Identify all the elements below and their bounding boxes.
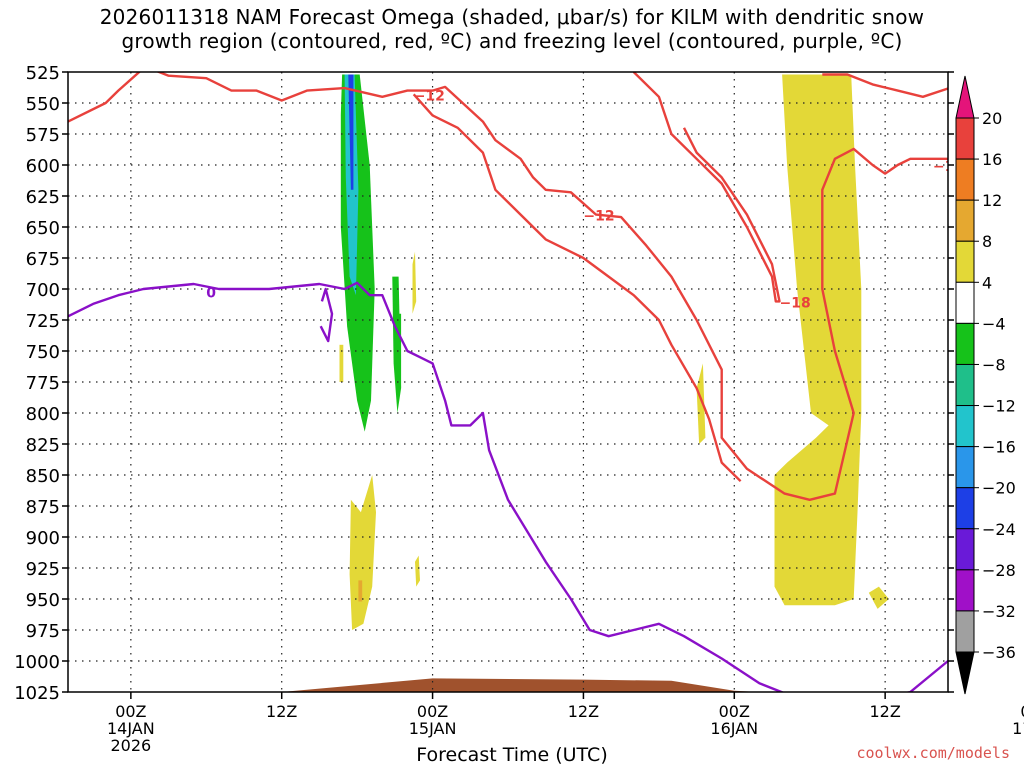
y-tick-label: 1025 [14, 683, 60, 704]
omega-descent-yellow-low-2 [415, 555, 420, 587]
dgz-lower-boundary [412, 93, 742, 483]
colorbar-bin [955, 281, 975, 324]
colorbar-bin [955, 363, 975, 407]
x-tick-label: 00Z [417, 702, 448, 721]
contour-layer: −12 −12 −18 −12 0 [68, 72, 964, 692]
terrain-layer [281, 678, 759, 692]
colorbar-label: −16 [982, 438, 1016, 457]
freezing-level [68, 281, 948, 692]
x-tick-label: 00Z [719, 702, 750, 721]
x-tick-label: 12Z [869, 702, 900, 721]
colorbar-bin [955, 446, 975, 489]
dgz-right-minus12 [822, 73, 948, 99]
x-tick-label: 16JAN [710, 719, 758, 738]
colorbar-label: −32 [982, 602, 1016, 621]
y-tick-label: 675 [26, 249, 60, 270]
colorbar-label: 8 [982, 232, 992, 251]
colorbar-label: 20 [982, 109, 1002, 128]
omega-ascent-blue-core [348, 74, 354, 190]
x-axis: 00Z14JAN202612Z00Z15JAN12Z00Z16JAN12Z00Z… [107, 692, 1024, 755]
y-tick-label: 975 [26, 621, 60, 642]
x-axis-title: Forecast Time (UTC) [416, 744, 608, 766]
dgz-upper-boundary [68, 72, 948, 501]
colorbar-label: −8 [982, 355, 1006, 374]
colorbar-under-triangle [955, 651, 975, 695]
omega-shading-layer [339, 74, 889, 630]
terrain-fill [281, 678, 759, 692]
colorbar-label: −36 [982, 643, 1016, 662]
colorbar-bin [955, 528, 975, 571]
freezing-level-label: 0 [206, 285, 216, 301]
y-tick-label: 575 [26, 125, 60, 146]
y-tick-label: 825 [26, 435, 60, 456]
omega-descent-yellow-blob-right [868, 586, 889, 609]
colorbar: 20 16 12 8 4 −4 −8 −12 −16 −20 −24 −28 −32 −36 [955, 75, 1016, 695]
colorbar-label: −4 [982, 314, 1006, 333]
y-tick-label: 775 [26, 373, 60, 394]
x-tick-label: 14JAN [107, 719, 155, 738]
grid-layer [68, 72, 948, 692]
y-tick-label: 625 [26, 187, 60, 208]
colorbar-bin [955, 322, 975, 365]
y-axis: 525 550 575 600 625 650 675 700 725 750 775 800 825 8… [14, 63, 954, 704]
freezing-level-loop [319, 287, 334, 343]
colorbar-bin [955, 405, 975, 448]
dgz-upper-boundary-label: −12 [414, 88, 445, 104]
x-tick-label: 12Z [568, 702, 599, 721]
colorbar-label: −24 [982, 520, 1016, 539]
colorbar-bin [955, 610, 975, 653]
chart-title-line2: growth region (contoured, red, ºC) and f… [121, 29, 903, 53]
dgz-inner-minus18-label: −18 [780, 295, 811, 311]
y-tick-label: 600 [26, 156, 60, 177]
dgz-inner-minus18 [632, 72, 781, 303]
colorbar-label: −20 [982, 479, 1016, 498]
colorbar-over-triangle [955, 75, 975, 119]
omega-descent-orange-speck [358, 580, 363, 602]
omega-descent-yellow-mid-1 [696, 363, 706, 444]
x-tick-label: 00Z [1020, 702, 1024, 721]
colorbar-bin [955, 158, 975, 201]
colorbar-label: −28 [982, 561, 1016, 580]
colorbar-label: −12 [982, 397, 1016, 416]
colorbar-bin [955, 117, 975, 160]
omega-descent-yellow-mid-3 [339, 344, 344, 382]
colorbar-bin [955, 569, 975, 612]
y-tick-label: 800 [26, 404, 60, 425]
y-tick-label: 900 [26, 528, 60, 549]
x-tick-label: 17JAN [1012, 719, 1024, 738]
y-tick-label: 525 [26, 63, 60, 84]
y-tick-label: 1000 [14, 652, 60, 673]
x-tick-label: 12Z [266, 702, 297, 721]
colorbar-bin [955, 487, 975, 530]
omega-ascent-green-streak-2 [398, 313, 402, 389]
colorbar-bin [955, 199, 975, 242]
colorbar-bin [955, 240, 975, 283]
x-tick-label: 00Z [115, 702, 146, 721]
x-tick-label: 2026 [110, 736, 151, 755]
omega-ascent-green-streak-1 [392, 276, 402, 413]
dgz-right-minus12-label: −12 [933, 159, 964, 175]
y-tick-label: 925 [26, 559, 60, 580]
chart-title-line1: 2026011318 NAM Forecast Omega (shaded, μ… [99, 5, 925, 29]
y-tick-label: 950 [26, 590, 60, 611]
y-tick-label: 725 [26, 311, 60, 332]
colorbar-label: 16 [982, 150, 1002, 169]
site-credit: coolwx.com/models [856, 744, 1010, 762]
y-tick-label: 650 [26, 218, 60, 239]
y-tick-label: 850 [26, 466, 60, 487]
omega-descent-yellow-large [774, 74, 862, 606]
dgz-lower-boundary-label: −12 [583, 209, 614, 225]
y-tick-label: 875 [26, 497, 60, 518]
colorbar-label: 4 [982, 273, 992, 292]
omega-descent-yellow-low-1 [349, 475, 376, 630]
colorbar-label: 12 [982, 191, 1002, 210]
y-tick-label: 750 [26, 342, 60, 363]
omega-descent-yellow-mid-2 [412, 251, 417, 314]
y-tick-label: 700 [26, 280, 60, 301]
y-tick-label: 550 [26, 94, 60, 115]
x-tick-label: 15JAN [409, 719, 457, 738]
